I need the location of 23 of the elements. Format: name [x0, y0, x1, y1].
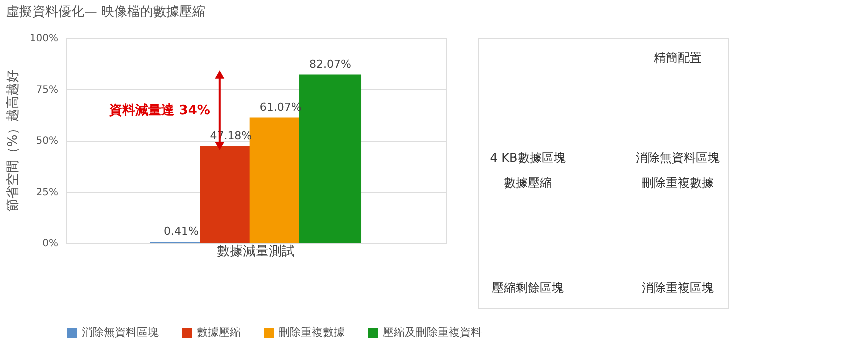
y-tick-label: 100% [30, 34, 58, 44]
text: 82.07% [310, 58, 352, 71]
legend-label: 數據壓縮 [197, 326, 241, 339]
text: 4 KB數據區塊 [490, 151, 566, 165]
text: 精簡配置 [654, 51, 702, 65]
annotation: 資料減量達 34% [108, 104, 210, 119]
text: 消除無資料區塊 [636, 151, 720, 165]
text: 消除重複區塊 [642, 281, 714, 295]
legend-label: 刪除重複數據 [279, 326, 345, 339]
legend-label: 消除無資料區塊 [82, 326, 159, 339]
text: 0.41% [164, 225, 199, 238]
legend-label: 壓縮及刪除重複資料 [383, 326, 482, 339]
y-tick-label: 0% [42, 238, 58, 250]
y-tick-label: 25% [36, 187, 58, 198]
x-tick-label: 數據減量測試 [217, 244, 295, 260]
text: 刪除重複數據 [642, 176, 714, 190]
chart-title: 虛擬資料優化— 映像檔的數據壓縮 [6, 5, 206, 20]
text: 壓縮剩餘區塊 [492, 281, 564, 295]
y-tick-label: 50% [36, 136, 58, 147]
text: 數據壓縮 [504, 176, 552, 190]
y-axis-title: 節省空間（%）越高越好 [4, 70, 21, 212]
y-tick-label: 75% [36, 84, 58, 96]
bar [300, 74, 362, 243]
